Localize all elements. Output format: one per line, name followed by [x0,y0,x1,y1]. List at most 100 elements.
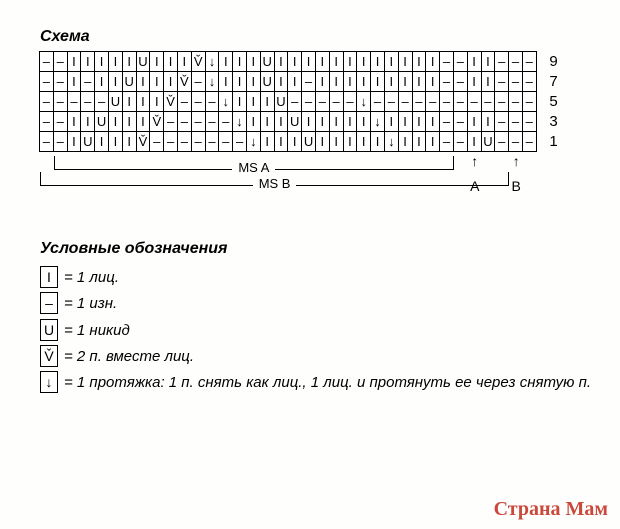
chart-cell: I [67,51,82,72]
chart-cell: – [425,91,440,112]
chart-cell: ↓ [356,91,371,112]
chart-cell: – [370,91,385,112]
legend-symbol: U [40,319,58,341]
chart-cell: I [232,51,247,72]
bracket-ms-a: MS A [54,156,454,170]
chart-cell: I [67,131,82,152]
chart-cell: I [136,91,151,112]
chart-cell: I [287,51,302,72]
chart-cell: I [343,111,358,132]
chart-cell: I [232,91,247,112]
chart-cell: I [398,131,413,152]
chart-cell: – [439,131,454,152]
chart-cell: I [329,111,344,132]
chart-cell: I [149,91,164,112]
chart-cell: I [425,71,440,92]
chart-cell: U [260,51,275,72]
chart-cell: – [384,91,399,112]
chart-cell: I [398,51,413,72]
chart-cell: I [177,51,192,72]
chart-cell: I [356,51,371,72]
legend-item: ↓= 1 протяжка: 1 п. снять как лиц., 1 ли… [40,371,600,393]
chart-cell: I [149,51,164,72]
arrow-col-b: ↑ B [509,154,523,194]
chart-cell: I [467,131,482,152]
chart-cell: I [329,131,344,152]
col-b-label: B [509,178,523,194]
chart-cell: I [356,71,371,92]
chart-cell: I [384,111,399,132]
chart-cell: – [39,51,54,72]
chart-cell: I [329,51,344,72]
chart-cell: I [122,131,137,152]
chart-cell: – [494,111,509,132]
chart-cell: ↓ [246,131,261,152]
row-label: 5 [536,91,558,112]
chart-cell: – [191,111,206,132]
chart-cell: I [246,111,261,132]
chart-cell: I [412,71,427,92]
col-a-label: A [468,178,482,194]
chart-cell: – [80,71,95,92]
chart-cell: – [53,51,68,72]
chart-cell: I [232,71,247,92]
chart-cell: I [274,111,289,132]
chart-cell: – [53,91,68,112]
chart-cell: V̌ [149,111,164,132]
chart-cell: I [149,71,164,92]
chart-cell: I [481,51,496,72]
chart-row: ––I–IIUIIIV̌–↓IIIUII–IIIIIIIII––II–––7 [40,72,600,92]
chart-cell: U [260,71,275,92]
chart-cell: – [39,111,54,132]
chart-cell: I [343,131,358,152]
chart-cell: I [481,71,496,92]
chart-cell: – [439,51,454,72]
chart-cell: – [453,91,468,112]
chart-cell: I [108,111,123,132]
chart-cell: I [246,91,261,112]
legend-item: U= 1 никид [40,319,600,341]
chart-cell: V̌ [136,131,151,152]
chart-cell: – [53,111,68,132]
chart-cell: I [481,111,496,132]
chart-cell: – [412,91,427,112]
chart-cell: – [80,91,95,112]
chart-cell: – [177,111,192,132]
chart-cell: I [108,131,123,152]
chart-cell: U [481,131,496,152]
row-label: 9 [536,51,558,72]
chart-cell: I [67,71,82,92]
chart-cell: I [467,111,482,132]
chart-cell: – [494,91,509,112]
chart-row: ––IIIIIUIIIV̌↓IIIUIIIIIIIIIIII––II–––9 [40,52,600,72]
chart-cell: – [439,111,454,132]
chart-cell: U [136,51,151,72]
legend-item: I= 1 лиц. [40,266,600,288]
chart-cell: – [453,131,468,152]
chart-cell: I [384,71,399,92]
chart-cell: – [453,71,468,92]
chart-cell: V̌ [163,91,178,112]
legend-title: Условные обозначения [40,240,600,258]
chart-cell: I [136,71,151,92]
chart-cell: I [108,71,123,92]
chart-cell: – [494,131,509,152]
chart-cell: I [246,71,261,92]
chart-cell: – [494,51,509,72]
legend-text: = 1 протяжка: 1 п. снять как лиц., 1 лиц… [64,371,591,393]
chart-cell: I [370,131,385,152]
chart-cell: I [356,131,371,152]
chart-cell: – [149,131,164,152]
chart-cell: – [67,91,82,112]
chart-cell: I [412,51,427,72]
chart-cell: I [329,71,344,92]
chart-cell: I [94,51,109,72]
chart-cell: I [425,131,440,152]
chart-cell: I [274,51,289,72]
chart-cell: – [205,91,220,112]
chart-cell: – [53,131,68,152]
chart-cell: I [122,91,137,112]
legend-text: = 2 п. вместе лиц. [64,345,194,367]
chart-cell: I [398,111,413,132]
chart-cell: I [260,91,275,112]
